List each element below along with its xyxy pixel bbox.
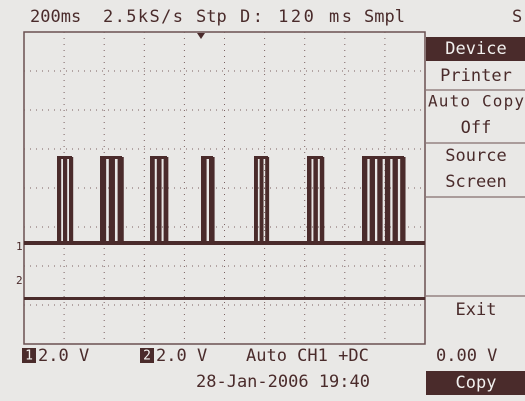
pulse: [393, 157, 398, 245]
pulse: [377, 157, 382, 245]
header-overflow: S: [512, 7, 522, 27]
pulse: [118, 157, 124, 245]
sample-rate: 2.5kS/s: [103, 7, 183, 27]
pulse-top: [100, 156, 122, 159]
pulse: [109, 157, 115, 245]
ch2-baseline: [24, 297, 425, 300]
pulse: [385, 157, 390, 245]
pulse-top: [254, 156, 268, 159]
pulse: [254, 157, 258, 245]
pulse: [201, 157, 207, 245]
pulse: [209, 157, 215, 245]
pulse: [400, 157, 405, 245]
pulse: [63, 157, 67, 245]
ch1-id: 1: [25, 349, 33, 364]
timebase: 200ms: [30, 7, 81, 27]
pulse: [57, 157, 61, 245]
menu-auto-copy-value: Off: [461, 118, 492, 138]
acquisition: Smpl: [364, 7, 405, 27]
ch2-marker: 2: [16, 274, 23, 287]
trigger-level: 0.00 V: [436, 346, 497, 366]
scope-screen: 200ms 2.5kS/s Stp D: 120 ms Smpl S 1 2 D…: [0, 0, 525, 401]
ch1-scale: 2.0 V: [38, 346, 89, 366]
ch2-id: 2: [143, 349, 151, 364]
pulse: [150, 157, 155, 245]
pulse: [260, 157, 264, 245]
pulse: [265, 157, 269, 245]
menu-title: Device: [445, 39, 506, 59]
date-time: 28-Jan-2006 19:40: [196, 372, 370, 392]
pulse-top: [307, 156, 323, 159]
trigger-setting: Auto CH1 +DC: [246, 346, 369, 366]
ch1-marker: 1: [16, 240, 23, 253]
pulse-top: [150, 156, 167, 159]
pulse: [69, 157, 73, 245]
menu-source[interactable]: Source: [445, 146, 506, 166]
ch2-scale: 2.0 V: [156, 346, 207, 366]
pulse: [157, 157, 162, 245]
copy-button[interactable]: Copy: [456, 373, 497, 393]
pulse: [100, 157, 106, 245]
menu-source-value: Screen: [445, 172, 506, 192]
menu-auto-copy[interactable]: Auto Copy: [428, 92, 524, 111]
run-mode: Stp: [196, 7, 227, 27]
menu-device[interactable]: Printer: [440, 66, 512, 86]
pulse: [307, 157, 311, 245]
pulse-top: [201, 156, 213, 159]
menu-exit[interactable]: Exit: [456, 300, 497, 320]
pulse: [362, 157, 367, 245]
pulse-top: [362, 156, 404, 159]
delay: D: 120 ms: [240, 7, 352, 27]
pulse: [313, 157, 317, 245]
pulse: [320, 157, 324, 245]
pulse: [370, 157, 375, 245]
pulse-top: [57, 156, 72, 159]
pulse: [164, 157, 169, 245]
